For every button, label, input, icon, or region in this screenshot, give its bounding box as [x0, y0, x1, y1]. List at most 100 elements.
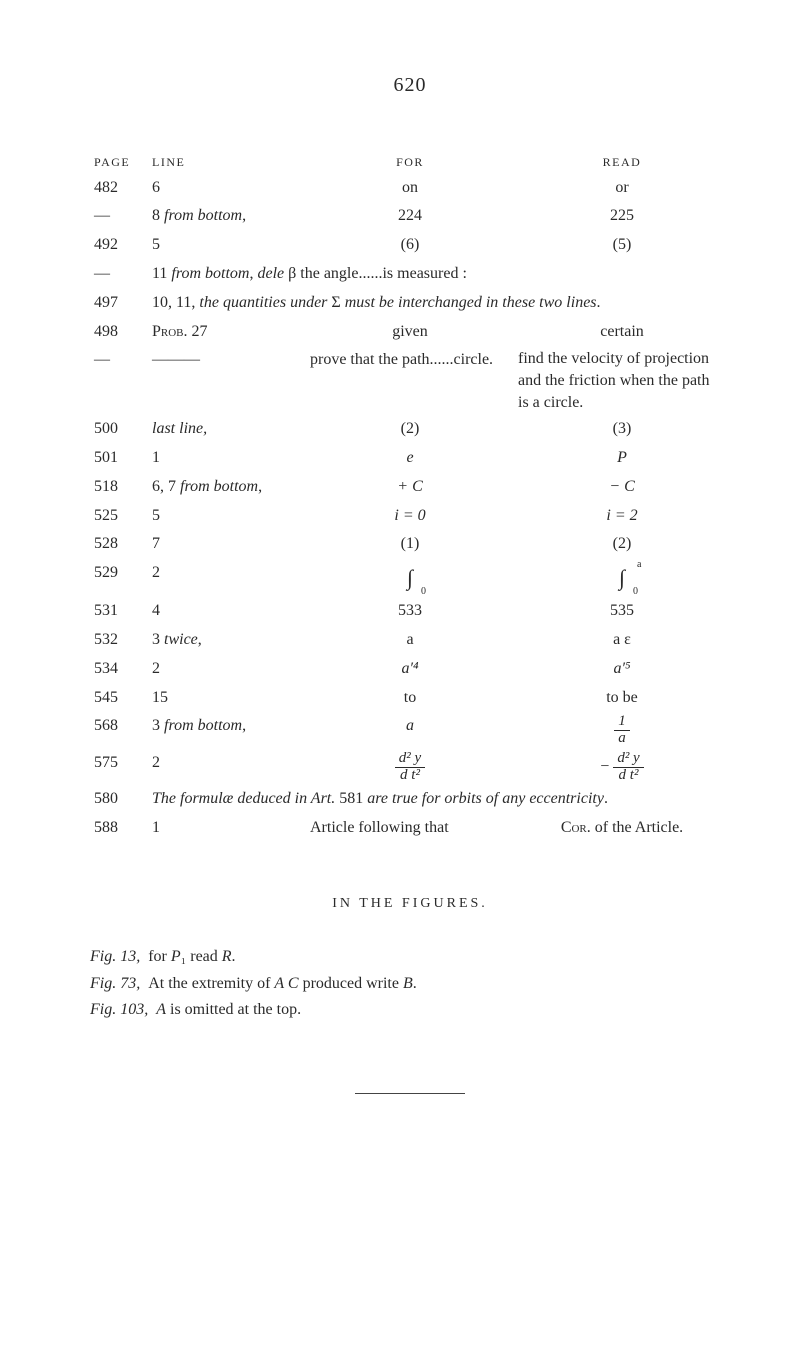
fig-line: Fig. 73, At the extremity of A C produce… [90, 972, 730, 997]
table-row: 5255i = 0i = 2 [90, 502, 730, 531]
cell-for: 533 [306, 597, 514, 626]
cell-page: 501 [90, 444, 148, 473]
fig-line: Fig. 13, for P₁ read R. [90, 945, 730, 970]
end-rule [355, 1093, 465, 1094]
cell-for: + C [306, 473, 514, 502]
cell-read: 1a [514, 712, 730, 749]
cell-for: prove that the path......circle. [306, 346, 514, 415]
cell-line: 1 [148, 444, 306, 473]
cell-read: Cor. of the Article. [514, 814, 730, 843]
hdr-line: LINE [148, 151, 306, 174]
cell-page: 545 [90, 684, 148, 713]
cell-read: − d² yd t² [514, 749, 730, 786]
cell-page: — [90, 202, 148, 231]
hdr-read: READ [514, 151, 730, 174]
cell-read: or [514, 174, 730, 203]
cell-full: 11 from bottom, dele β the angle......is… [148, 260, 730, 289]
cell-page: — [90, 346, 148, 415]
cell-page: 482 [90, 174, 148, 203]
cell-full: The formulæ deduced in Art. 581 are true… [148, 785, 730, 814]
cell-page: 529 [90, 559, 148, 597]
cell-read: − C [514, 473, 730, 502]
table-row: 49710, 11, the quantities under Σ must b… [90, 289, 730, 318]
cell-for: i = 0 [306, 502, 514, 531]
table-row: 5881Article following thatCor. of the Ar… [90, 814, 730, 843]
cell-for: ∫0 [306, 559, 514, 597]
figures-heading: IN THE FIGURES. [90, 893, 730, 915]
cell-line: 2 [148, 749, 306, 786]
table-row: 5292∫0∫0a [90, 559, 730, 597]
table-row: 54515toto be [90, 684, 730, 713]
figure-notes: Fig. 13, for P₁ read R.Fig. 73, At the e… [90, 945, 730, 1023]
cell-for: 224 [306, 202, 514, 231]
cell-for: a [306, 712, 514, 749]
table-row: —8 from bottom,224225 [90, 202, 730, 231]
cell-for: to [306, 684, 514, 713]
cell-line: 3 from bottom, [148, 712, 306, 749]
table-row: 4925(6)(5) [90, 231, 730, 260]
cell-for: d² yd t² [306, 749, 514, 786]
page-number: 620 [90, 70, 730, 101]
cell-page: — [90, 260, 148, 289]
cell-page: 575 [90, 749, 148, 786]
table-row: 5314533535 [90, 597, 730, 626]
cell-for: a′⁴ [306, 655, 514, 684]
cell-page: 497 [90, 289, 148, 318]
cell-line: 7 [148, 530, 306, 559]
cell-read: a′⁵ [514, 655, 730, 684]
table-row: 498Prob. 27givencertain [90, 318, 730, 347]
fig-line: Fig. 103, A is omitted at the top. [90, 998, 730, 1023]
cell-line: ——— [148, 346, 306, 415]
cell-page: 568 [90, 712, 148, 749]
cell-page: 500 [90, 415, 148, 444]
table-row: —11 from bottom, dele β the angle......i… [90, 260, 730, 289]
cell-for: Article following that [306, 814, 514, 843]
cell-line: 3 twice, [148, 626, 306, 655]
hdr-page: PAGE [90, 151, 148, 174]
cell-line: 5 [148, 231, 306, 260]
cell-page: 525 [90, 502, 148, 531]
cell-for: (6) [306, 231, 514, 260]
table-row: 500last line,(2)(3) [90, 415, 730, 444]
cell-line: Prob. 27 [148, 318, 306, 347]
cell-line: 5 [148, 502, 306, 531]
cell-for: (1) [306, 530, 514, 559]
cell-page: 534 [90, 655, 148, 684]
cell-read: (3) [514, 415, 730, 444]
errata-table: PAGE LINE FOR READ 4826onor—8 from botto… [90, 151, 730, 843]
cell-line: 6, 7 from bottom, [148, 473, 306, 502]
cell-read: (2) [514, 530, 730, 559]
cell-page: 518 [90, 473, 148, 502]
table-row: 5752d² yd t²− d² yd t² [90, 749, 730, 786]
cell-line: 8 from bottom, [148, 202, 306, 231]
table-row: 5342a′⁴a′⁵ [90, 655, 730, 684]
table-row: ————prove that the path......circle.find… [90, 346, 730, 415]
cell-read: (5) [514, 231, 730, 260]
table-row: 5011eP [90, 444, 730, 473]
table-row: 5186, 7 from bottom,+ C− C [90, 473, 730, 502]
cell-read: 535 [514, 597, 730, 626]
cell-for: e [306, 444, 514, 473]
cell-read: ∫0a [514, 559, 730, 597]
cell-read: i = 2 [514, 502, 730, 531]
cell-page: 580 [90, 785, 148, 814]
cell-line: last line, [148, 415, 306, 444]
cell-for: (2) [306, 415, 514, 444]
cell-line: 1 [148, 814, 306, 843]
cell-read: to be [514, 684, 730, 713]
cell-line: 2 [148, 559, 306, 597]
cell-line: 2 [148, 655, 306, 684]
table-row: 5323 twice,aa ε [90, 626, 730, 655]
cell-line: 4 [148, 597, 306, 626]
cell-read: find the velocity of projectionand the f… [514, 346, 730, 415]
cell-line: 15 [148, 684, 306, 713]
cell-page: 498 [90, 318, 148, 347]
hdr-for: FOR [306, 151, 514, 174]
cell-page: 532 [90, 626, 148, 655]
cell-line: 6 [148, 174, 306, 203]
cell-full: 10, 11, the quantities under Σ must be i… [148, 289, 730, 318]
cell-page: 531 [90, 597, 148, 626]
table-row: 4826onor [90, 174, 730, 203]
cell-for: on [306, 174, 514, 203]
cell-read: certain [514, 318, 730, 347]
